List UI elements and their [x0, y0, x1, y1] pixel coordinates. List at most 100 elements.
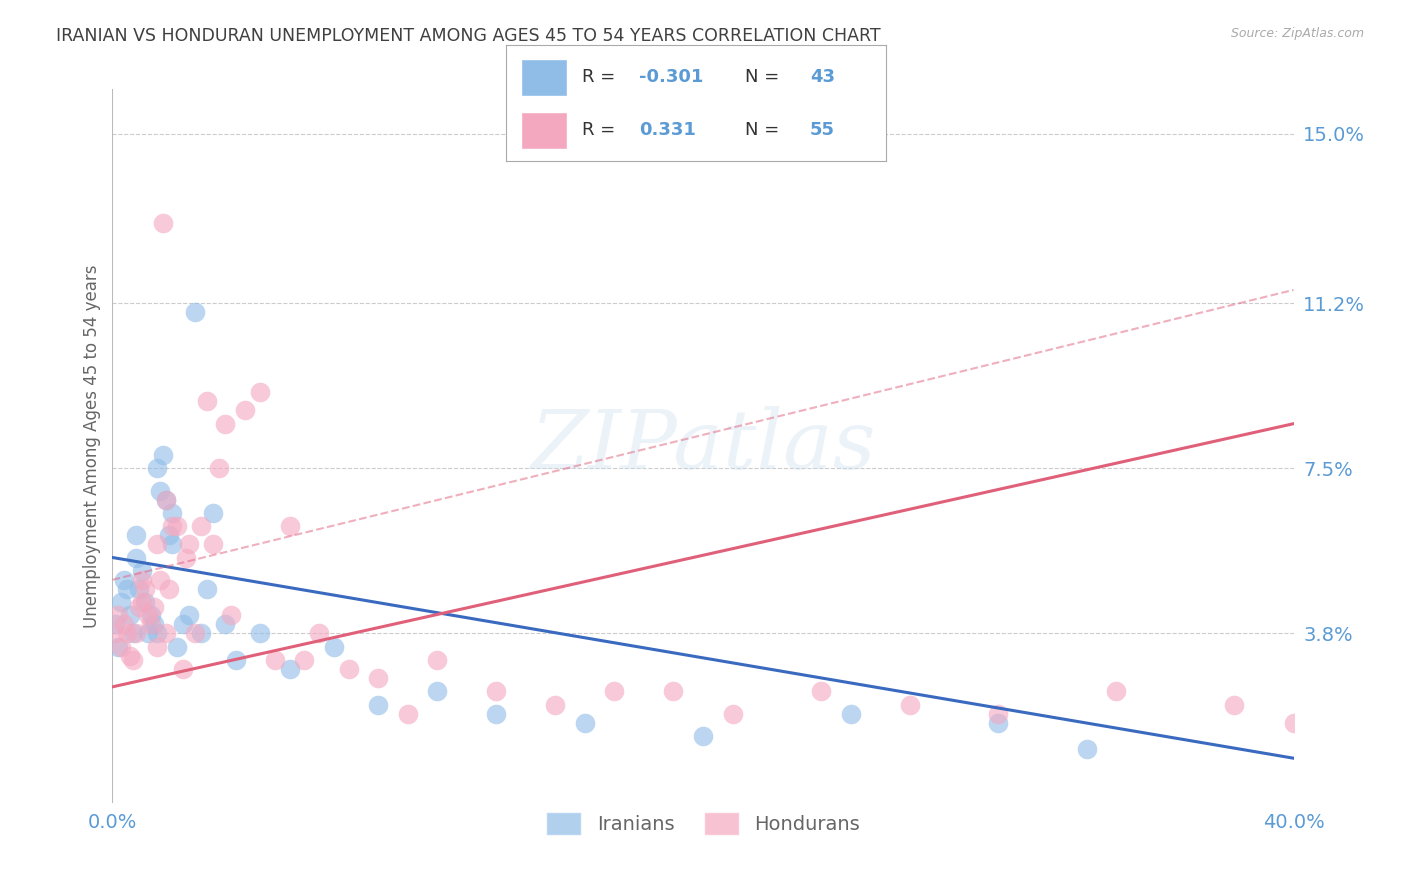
- Point: [195, 394, 218, 409]
- Point: [160, 537, 183, 551]
- Point: [172, 662, 194, 676]
- Point: [146, 626, 169, 640]
- Point: [172, 617, 194, 632]
- Point: [179, 608, 201, 623]
- Point: [166, 519, 188, 533]
- Point: [1105, 684, 1128, 698]
- Point: [146, 461, 169, 475]
- Point: [264, 653, 287, 667]
- Point: [122, 653, 145, 667]
- Point: [721, 706, 744, 721]
- Point: [136, 608, 159, 623]
- Point: [110, 640, 132, 654]
- Point: [249, 385, 271, 400]
- Point: [120, 648, 142, 663]
- Point: [190, 626, 212, 640]
- Point: [249, 626, 271, 640]
- Point: [149, 483, 172, 498]
- Point: [107, 608, 129, 623]
- Point: [179, 537, 201, 551]
- Point: [128, 582, 150, 596]
- Text: 0.331: 0.331: [638, 121, 696, 139]
- Point: [155, 492, 177, 507]
- Text: IRANIAN VS HONDURAN UNEMPLOYMENT AMONG AGES 45 TO 54 YEARS CORRELATION CHART: IRANIAN VS HONDURAN UNEMPLOYMENT AMONG A…: [56, 27, 882, 45]
- Point: [426, 653, 449, 667]
- Point: [146, 537, 169, 551]
- Point: [110, 595, 132, 609]
- Point: [485, 706, 508, 721]
- Point: [157, 582, 180, 596]
- Point: [692, 729, 714, 743]
- Point: [603, 684, 626, 698]
- Point: [987, 715, 1010, 730]
- Point: [142, 599, 165, 614]
- Point: [195, 582, 218, 596]
- Point: [104, 626, 127, 640]
- Point: [396, 706, 419, 721]
- Point: [166, 640, 188, 654]
- Point: [139, 608, 162, 623]
- Point: [122, 626, 145, 640]
- Point: [184, 626, 207, 640]
- Point: [233, 403, 256, 417]
- Point: [214, 617, 236, 632]
- Point: [662, 684, 685, 698]
- Point: [112, 573, 135, 587]
- Text: 55: 55: [810, 121, 835, 139]
- Text: N =: N =: [745, 68, 786, 86]
- Point: [104, 617, 127, 632]
- Point: [125, 528, 148, 542]
- Point: [112, 617, 135, 632]
- Point: [160, 506, 183, 520]
- Point: [574, 715, 596, 730]
- Point: [152, 448, 174, 462]
- Text: N =: N =: [745, 121, 786, 139]
- Point: [131, 595, 153, 609]
- Point: [134, 595, 156, 609]
- Point: [190, 519, 212, 533]
- Legend: Iranians, Hondurans: Iranians, Hondurans: [538, 804, 868, 843]
- Point: [131, 573, 153, 587]
- Point: [1076, 742, 1098, 756]
- Point: [278, 519, 301, 533]
- Point: [107, 640, 129, 654]
- Point: [157, 528, 180, 542]
- Text: 43: 43: [810, 68, 835, 86]
- Point: [155, 492, 177, 507]
- Point: [134, 582, 156, 596]
- Point: [136, 626, 159, 640]
- Text: R =: R =: [582, 121, 621, 139]
- Point: [146, 640, 169, 654]
- Point: [125, 550, 148, 565]
- Point: [125, 626, 148, 640]
- Point: [214, 417, 236, 431]
- Point: [184, 305, 207, 319]
- Point: [987, 706, 1010, 721]
- Point: [225, 653, 247, 667]
- Point: [117, 626, 138, 640]
- Point: [839, 706, 862, 721]
- Point: [810, 684, 832, 698]
- Point: [278, 662, 301, 676]
- Text: ZIPatlas: ZIPatlas: [530, 406, 876, 486]
- Point: [155, 626, 177, 640]
- Point: [544, 698, 567, 712]
- Bar: [522, 112, 567, 149]
- Point: [131, 564, 153, 578]
- Y-axis label: Unemployment Among Ages 45 to 54 years: Unemployment Among Ages 45 to 54 years: [83, 264, 101, 628]
- Point: [426, 684, 449, 698]
- Point: [219, 608, 242, 623]
- Text: R =: R =: [582, 68, 621, 86]
- Text: -0.301: -0.301: [638, 68, 703, 86]
- Point: [128, 599, 150, 614]
- Point: [201, 537, 224, 551]
- Point: [292, 653, 315, 667]
- Point: [152, 216, 174, 230]
- Point: [485, 684, 508, 698]
- Point: [142, 617, 165, 632]
- Point: [117, 582, 138, 596]
- Point: [337, 662, 360, 676]
- Point: [201, 506, 224, 520]
- Point: [149, 573, 172, 587]
- Point: [160, 519, 183, 533]
